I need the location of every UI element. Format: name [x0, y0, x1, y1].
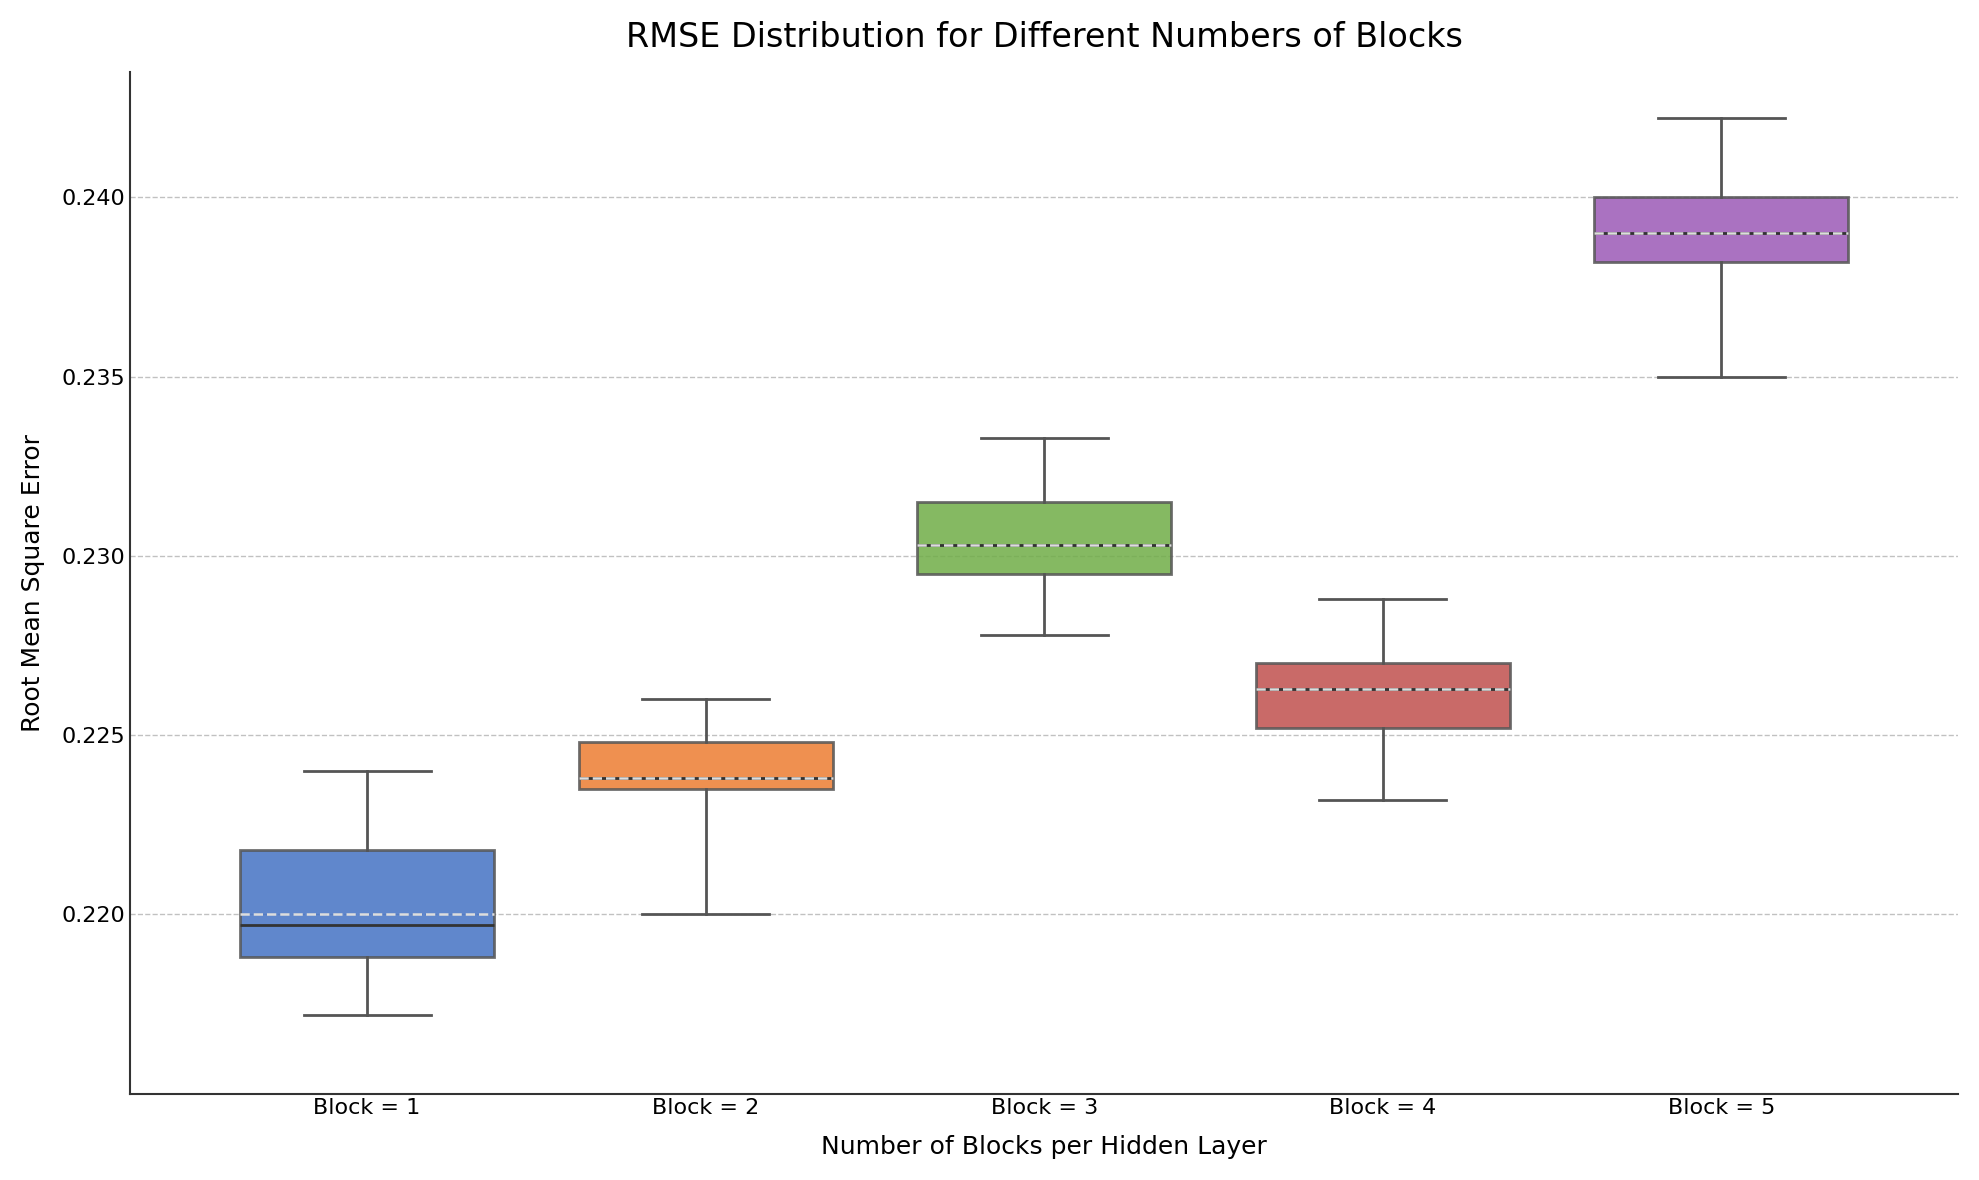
Title: RMSE Distribution for Different Numbers of Blocks: RMSE Distribution for Different Numbers … — [625, 21, 1462, 54]
PathPatch shape — [578, 742, 833, 789]
Y-axis label: Root Mean Square Error: Root Mean Square Error — [22, 434, 46, 732]
PathPatch shape — [1595, 197, 1848, 262]
X-axis label: Number of Blocks per Hidden Layer: Number of Blocks per Hidden Layer — [821, 1135, 1267, 1159]
PathPatch shape — [1257, 663, 1510, 728]
PathPatch shape — [916, 502, 1172, 573]
PathPatch shape — [239, 850, 495, 957]
